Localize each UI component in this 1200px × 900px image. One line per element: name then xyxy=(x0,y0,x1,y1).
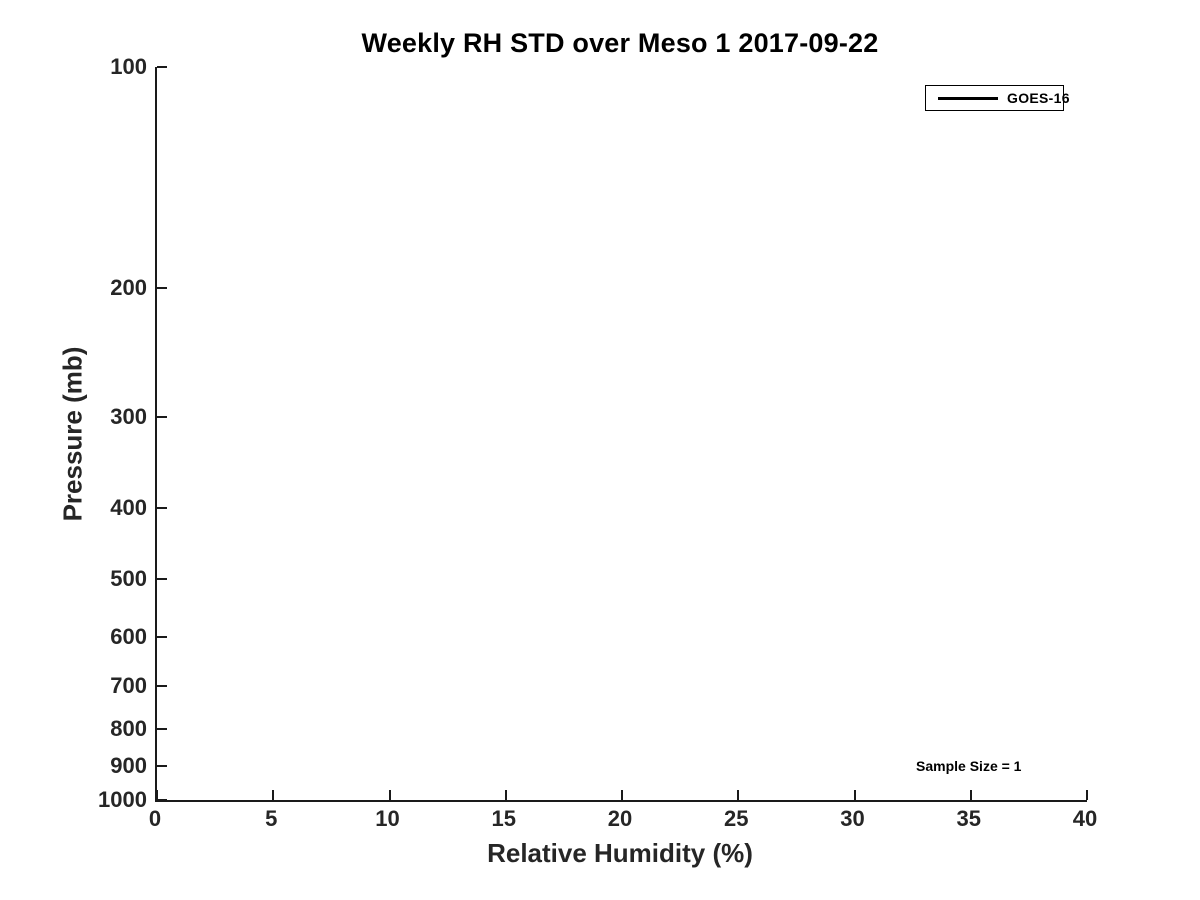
y-tick-mark xyxy=(157,799,167,801)
y-tick-mark xyxy=(157,685,167,688)
sample-size-annotation: Sample Size = 1 xyxy=(916,758,1022,775)
x-tick-mark xyxy=(272,790,275,800)
y-axis-label: Pressure (mb) xyxy=(57,346,88,522)
y-tick-mark xyxy=(157,507,167,510)
y-tick-label: 700 xyxy=(110,673,147,699)
x-tick-mark xyxy=(388,790,391,800)
x-tick-label: 5 xyxy=(265,806,278,831)
y-tick-mark xyxy=(157,286,167,289)
x-tick-mark xyxy=(1086,790,1088,800)
x-tick-mark xyxy=(969,790,972,800)
x-tick-label: 25 xyxy=(724,806,749,831)
y-tick-label: 1000 xyxy=(98,786,147,812)
x-tick-label: 0 xyxy=(148,806,162,831)
x-tick-label: 35 xyxy=(956,806,981,831)
plot-area xyxy=(155,66,1088,802)
y-tick-label: 400 xyxy=(110,495,147,521)
y-tick-label: 100 xyxy=(110,53,147,79)
x-tick-mark xyxy=(737,790,740,800)
x-tick-mark xyxy=(621,790,623,800)
y-tick-mark xyxy=(157,66,167,68)
x-tick-mark xyxy=(504,790,507,800)
y-tick-mark xyxy=(157,765,167,768)
chart-title: Weekly RH STD over Meso 1 2017-09-22 xyxy=(361,28,879,58)
legend-line-swatch xyxy=(938,96,998,100)
x-tick-mark xyxy=(853,790,856,800)
y-tick-label: 300 xyxy=(110,403,147,429)
y-tick-mark xyxy=(157,727,167,730)
x-tick-label: 10 xyxy=(375,806,400,831)
y-tick-label: 900 xyxy=(110,753,147,779)
x-tick-label: 40 xyxy=(1072,806,1098,831)
x-tick-label: 30 xyxy=(840,806,865,831)
y-tick-mark xyxy=(157,415,167,418)
x-axis-label: Relative Humidity (%) xyxy=(487,838,753,868)
x-tick-mark xyxy=(156,790,158,800)
legend-entry-label: GOES-16 xyxy=(1007,90,1070,106)
legend: GOES-16 xyxy=(925,85,1069,111)
y-tick-label: 800 xyxy=(110,715,147,741)
y-tick-mark xyxy=(157,636,167,639)
y-tick-label: 200 xyxy=(110,274,147,300)
y-tick-label: 500 xyxy=(110,566,147,592)
y-tick-mark xyxy=(157,578,167,581)
x-tick-label: 15 xyxy=(491,806,516,831)
y-tick-label: 600 xyxy=(110,624,147,650)
x-tick-label: 20 xyxy=(607,806,633,831)
